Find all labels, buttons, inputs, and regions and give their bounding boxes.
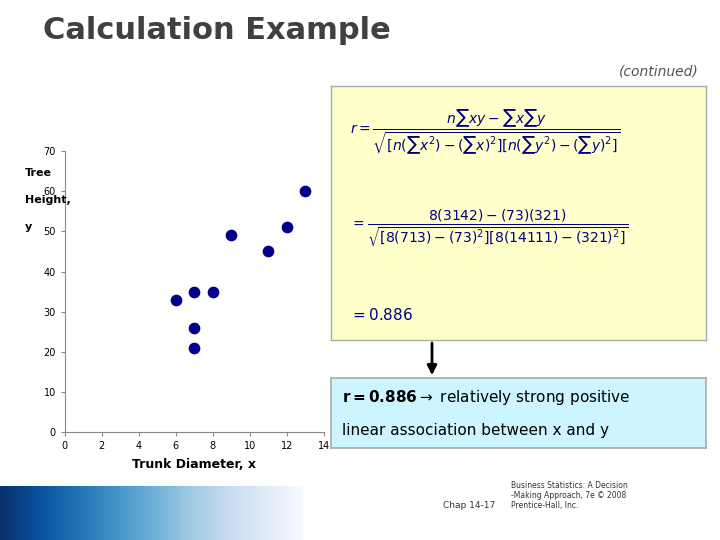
Text: $= 0.886$: $= 0.886$ — [350, 307, 413, 323]
Point — [263, 247, 274, 256]
Text: (continued): (continued) — [618, 65, 698, 79]
Point — [170, 295, 181, 304]
Text: linear association between x and y: linear association between x and y — [343, 423, 609, 438]
Text: $= \dfrac{8(3142)-(73)(321)}{\sqrt{[8(713)-(73)^2][8(14111)-(321)^2]}}$: $= \dfrac{8(3142)-(73)(321)}{\sqrt{[8(71… — [350, 208, 628, 249]
Text: Tree: Tree — [25, 168, 53, 178]
Text: $r = \dfrac{n\sum xy - \sum x\sum y}{\sqrt{[n(\sum x^2)-(\sum x)^2][n(\sum y^2)-: $r = \dfrac{n\sum xy - \sum x\sum y}{\sq… — [350, 107, 621, 156]
Point — [189, 323, 200, 332]
Point — [282, 223, 293, 232]
Text: Chap 14-17: Chap 14-17 — [443, 501, 495, 510]
Text: $\mathbf{r = 0.886}$$ \rightarrow$ relatively strong positive: $\mathbf{r = 0.886}$$ \rightarrow$ relat… — [343, 388, 631, 407]
Text: Height,: Height, — [25, 195, 71, 205]
Point — [189, 287, 200, 296]
Point — [300, 187, 311, 195]
Point — [189, 343, 200, 352]
Text: y: y — [25, 222, 32, 232]
X-axis label: Trunk Diameter, x: Trunk Diameter, x — [132, 458, 256, 471]
Text: Business Statistics: A Decision
-Making Approach, 7e © 2008
Prentice-Hall, Inc.: Business Statistics: A Decision -Making … — [511, 481, 628, 510]
Text: Calculation Example: Calculation Example — [43, 16, 391, 45]
Point — [225, 231, 237, 240]
Point — [207, 287, 219, 296]
